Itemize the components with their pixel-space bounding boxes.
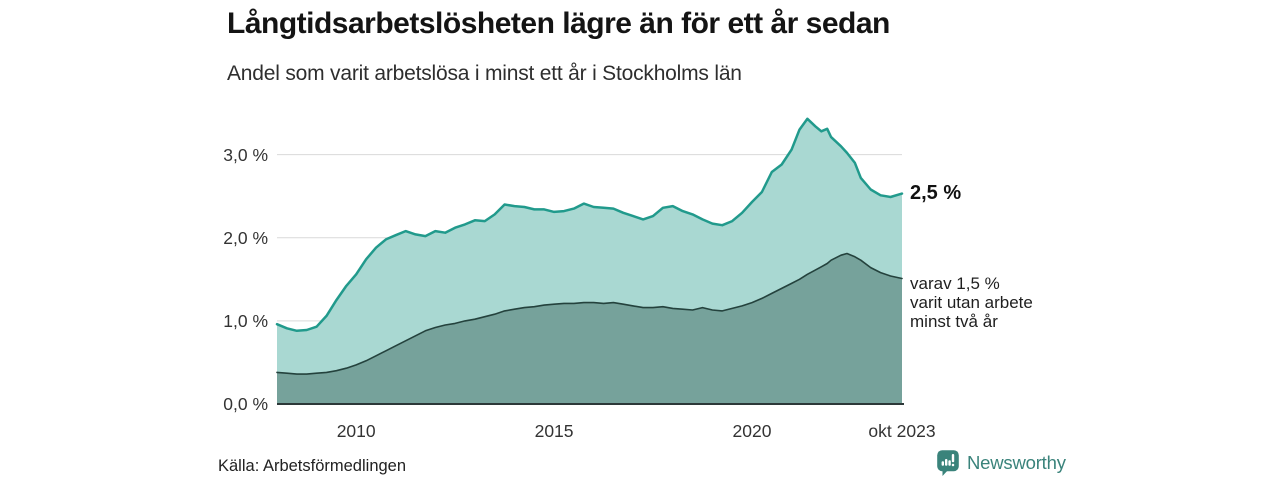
newsworthy-logo-icon: [937, 450, 959, 476]
source-note: Källa: Arbetsförmedlingen: [218, 457, 407, 475]
y-tick-label: 1,0 %: [223, 310, 268, 331]
x-tick-label: okt 2023: [868, 421, 936, 441]
brand-name: Newsworthy: [967, 452, 1066, 473]
x-tick-label: 2010: [336, 421, 376, 441]
annotation-latest-total: 2,5 %: [910, 182, 962, 204]
x-tick-label: 2020: [732, 421, 772, 441]
brand-logo: Newsworthy: [936, 449, 1066, 477]
y-tick-label: 0,0 %: [223, 394, 268, 414]
annotation-subset-two-years: varav 1,5 % varit utan arbete minst två …: [910, 274, 1033, 331]
area-1: [277, 253, 902, 404]
y-tick-label: 2,0 %: [223, 227, 268, 248]
chart-subtitle: Andel som varit arbetslösa i minst ett å…: [227, 62, 742, 85]
chart-title: Långtidsarbetslösheten lägre än för ett …: [227, 7, 890, 40]
line-0: [275, 117, 904, 333]
x-tick-label: 2015: [534, 421, 574, 441]
y-tick-label: 3,0 %: [223, 144, 268, 165]
line-1: [276, 252, 903, 375]
